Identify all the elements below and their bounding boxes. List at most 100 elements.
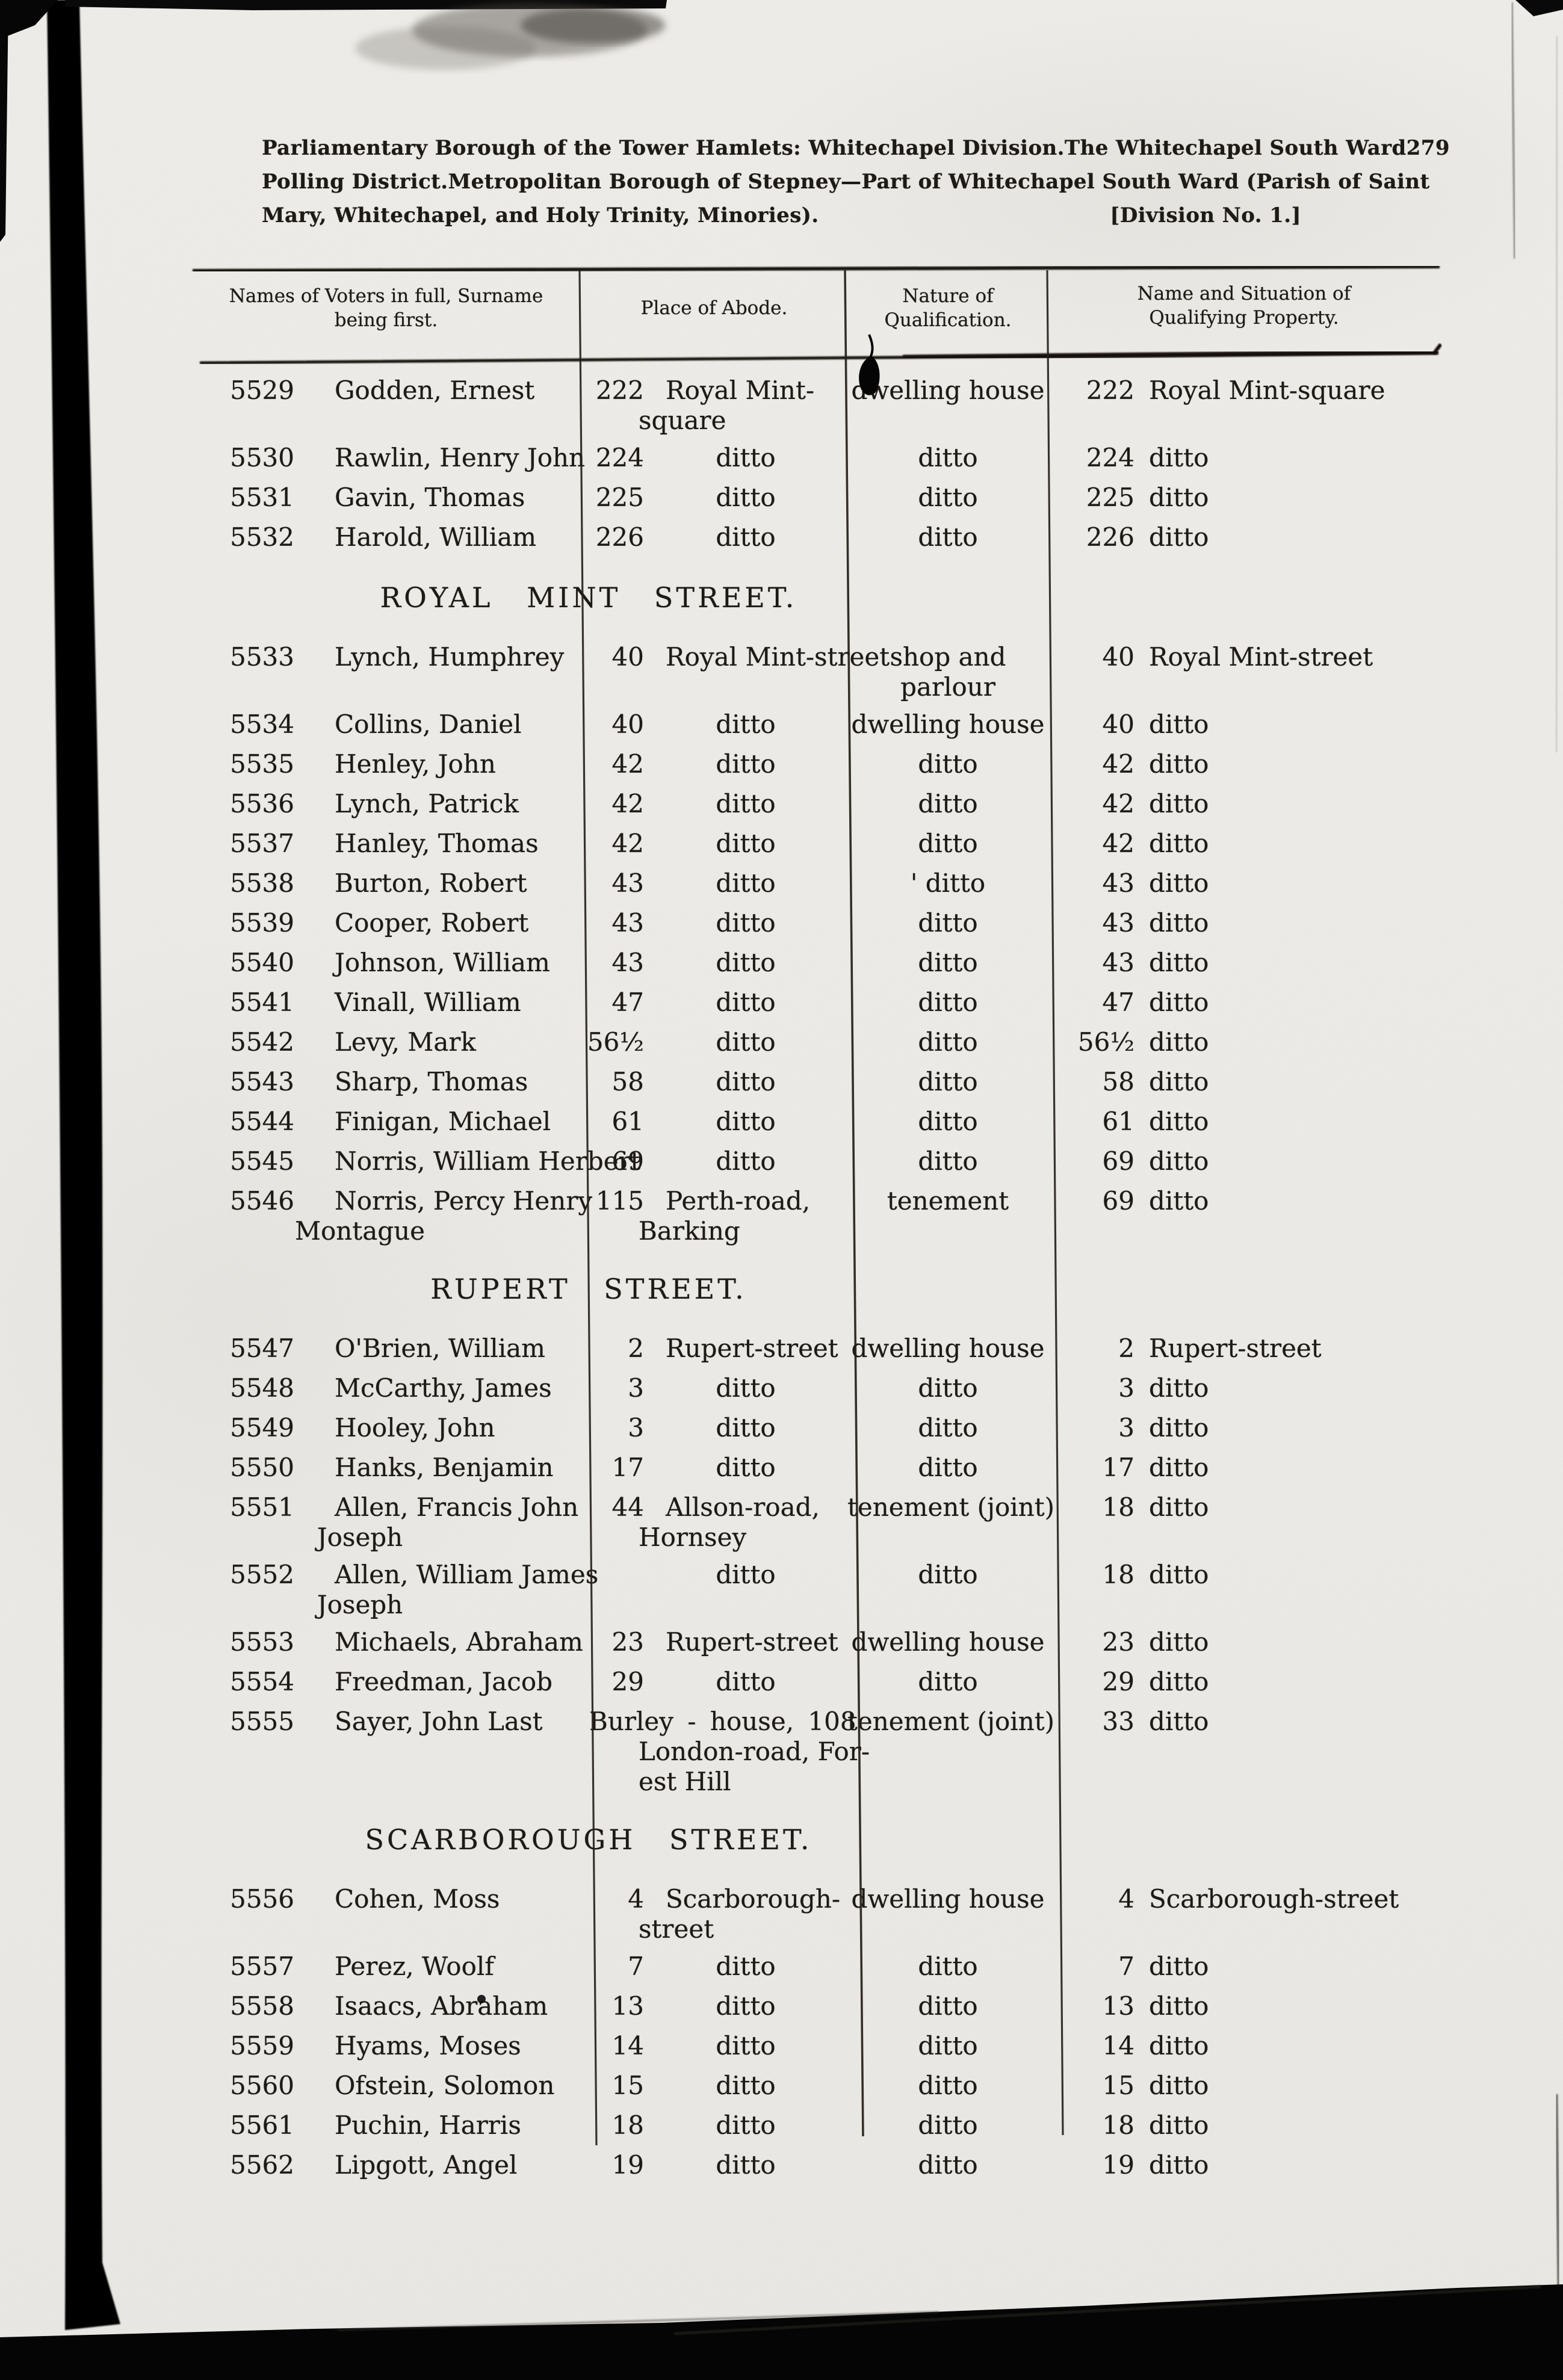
ward-title: The Whitechapel South Ward [1064,136,1407,160]
voter-name-cell: 5553 Michaels, Abraham [191,1627,583,1660]
abode-line: 3 ditto [581,1413,847,1443]
header-line-1: Parliamentary Borough of the Tower Hamle… [262,136,1449,170]
property-number: 69 [1102,1186,1134,1216]
property-text: ditto [1149,1991,1209,2021]
property-number: 18 [1102,1492,1134,1522]
table-row: 5562 Lipgott, Angel 19 ditto ditto 19 ditto [191,2143,1440,2183]
voter-name: Sharp, Thomas [335,1067,528,1096]
property-cell: 3 ditto [1048,1413,1440,1445]
table-row: 5558 Isaacs, Abraham 13 ditto ditto 13 ditto [191,1984,1440,2024]
qualification-cell: ditto [847,1560,1048,1620]
property-line: 69 ditto [1048,1146,1440,1176]
qualification-cell: ditto [847,908,1048,941]
abode-text: ditto [716,988,776,1017]
property-text: ditto [1149,829,1209,858]
property-cell: 19 ditto [1048,2150,1440,2183]
qualification-cell: ditto [847,2071,1048,2103]
table-row: 5542 Levy, Mark 56½ ditto ditto 56½ ditto [191,1020,1440,1060]
metropolitan-borough-text: Metropolitan Borough of Stepney—Part of … [448,170,1430,194]
property-number: 18 [1102,1560,1134,1589]
property-line: 58 ditto [1048,1067,1440,1097]
abode-text: ditto [716,1146,776,1176]
abode-text: Rupert-street [666,1334,838,1363]
abode-cell: 40 ditto [581,709,847,742]
voter-number: 5530 [230,443,294,472]
property-line: 43 ditto [1048,948,1440,978]
voter-number: 5555 [230,1707,294,1736]
property-line: 42 ditto [1048,749,1440,779]
abode-line: 3 ditto [581,1373,847,1403]
qualification-text: ditto [918,483,978,512]
table-row: 5529 Godden, Ernest 222 Royal Mint-square dw… [191,368,1440,436]
abode-number: 43 [611,908,644,938]
qualification-cell: ditto [847,829,1048,861]
voter-name: Cooper, Robert [335,908,529,938]
property-line: 225 ditto [1048,483,1440,513]
voter-name-cell: 5556 Cohen, Moss [191,1884,581,1944]
property-cell: 43 ditto [1048,868,1440,901]
qualification-cell: ditto [847,2031,1048,2063]
voter-name-cell: 5536 Lynch, Patrick [191,789,581,821]
property-line: 3 ditto [1048,1373,1440,1403]
voter-name-line: 5537 Hanley, Thomas [191,829,581,859]
voter-name: Rawlin, Henry John [335,443,586,472]
abode-number: 40 [611,709,644,739]
table-row: 5544 Finigan, Michael 61 ditto ditto 61 ditto [191,1099,1440,1139]
qualification-cell: dwelling house [847,1627,1048,1660]
abode-text: ditto [716,868,776,898]
abode-cell: 44 Allson-road, Hornsey [581,1492,847,1553]
table-row: 5538 Burton, Robert 43 ditto ' ditto 43 ditto [191,861,1440,901]
voter-number: 5549 [230,1413,294,1442]
qualification-text: ditto [918,1413,978,1442]
property-text: ditto [1149,868,1209,898]
abode-line: 69 ditto [581,1146,847,1176]
voter-name: O'Brien, William [335,1334,545,1363]
voter-number: 5536 [230,789,294,818]
voter-name-cell: 5548 McCarthy, James [191,1373,581,1406]
qualification-cell: shop and parlour [847,642,1048,702]
abode-cell: 18 ditto [581,2110,847,2143]
voter-number: 5560 [230,2071,294,2100]
abode-number: 23 [611,1627,644,1657]
property-number: 40 [1102,709,1134,739]
abode-text-continued: square [639,406,726,435]
voter-name-cell: 5561 Puchin, Harris [191,2110,581,2143]
property-line: 18 ditto [1048,1560,1440,1590]
abode-cell: 19 ditto [581,2150,847,2183]
table-row: 5549 Hooley, John 3 ditto ditto 3 ditto [191,1406,1440,1445]
voter-name: Henley, John [335,749,496,779]
abode-text: ditto [716,948,776,977]
property-cell: 224 ditto [1048,443,1440,475]
voter-name-line: 5536 Lynch, Patrick [191,789,581,819]
abode-line: 19 ditto [581,2150,847,2180]
voter-name: Sayer, John Last [335,1707,543,1736]
property-text: ditto [1149,2110,1209,2140]
abode-number: 40 [611,642,644,672]
voter-name-cell: 5537 Hanley, Thomas [191,829,581,861]
property-line: 17 ditto [1048,1453,1440,1483]
voter-number: 5531 [230,483,294,512]
voter-name-line: 5546 Norris, Percy Henry [191,1186,592,1216]
abode-text: ditto [716,2110,776,2140]
table-row: 5553 Michaels, Abraham 23 Rupert-street dwel… [191,1620,1440,1660]
table-row: 5560 Ofstein, Solomon 15 ditto ditto 15 ditto [191,2063,1440,2103]
table-row: 5541 Vinall, William 47 ditto ditto 47 ditto [191,980,1440,1020]
table-row: 5545 Norris, William Herbert 69 ditto ditto 6… [191,1139,1440,1179]
property-cell: 15 ditto [1048,2071,1440,2103]
property-line: 40 Royal Mint-street [1048,642,1440,672]
voter-number: 5554 [230,1667,294,1696]
property-cell: 29 ditto [1048,1667,1440,1699]
voter-number: 5541 [230,988,294,1017]
qualification-cell: dwelling house [847,1334,1048,1366]
property-number: 2 [1118,1334,1134,1363]
property-cell: 18 ditto [1048,1492,1440,1553]
column-header-names: Names of Voters in full, Surname being f… [191,284,581,332]
voter-number: 5534 [230,709,294,739]
property-text: ditto [1149,1107,1209,1136]
qualification-cell: tenement (joint) [847,1492,1054,1553]
property-number: 226 [1086,522,1134,552]
property-text: ditto [1149,1067,1209,1096]
voter-number: 5539 [230,908,294,938]
property-line: 61 ditto [1048,1107,1440,1137]
